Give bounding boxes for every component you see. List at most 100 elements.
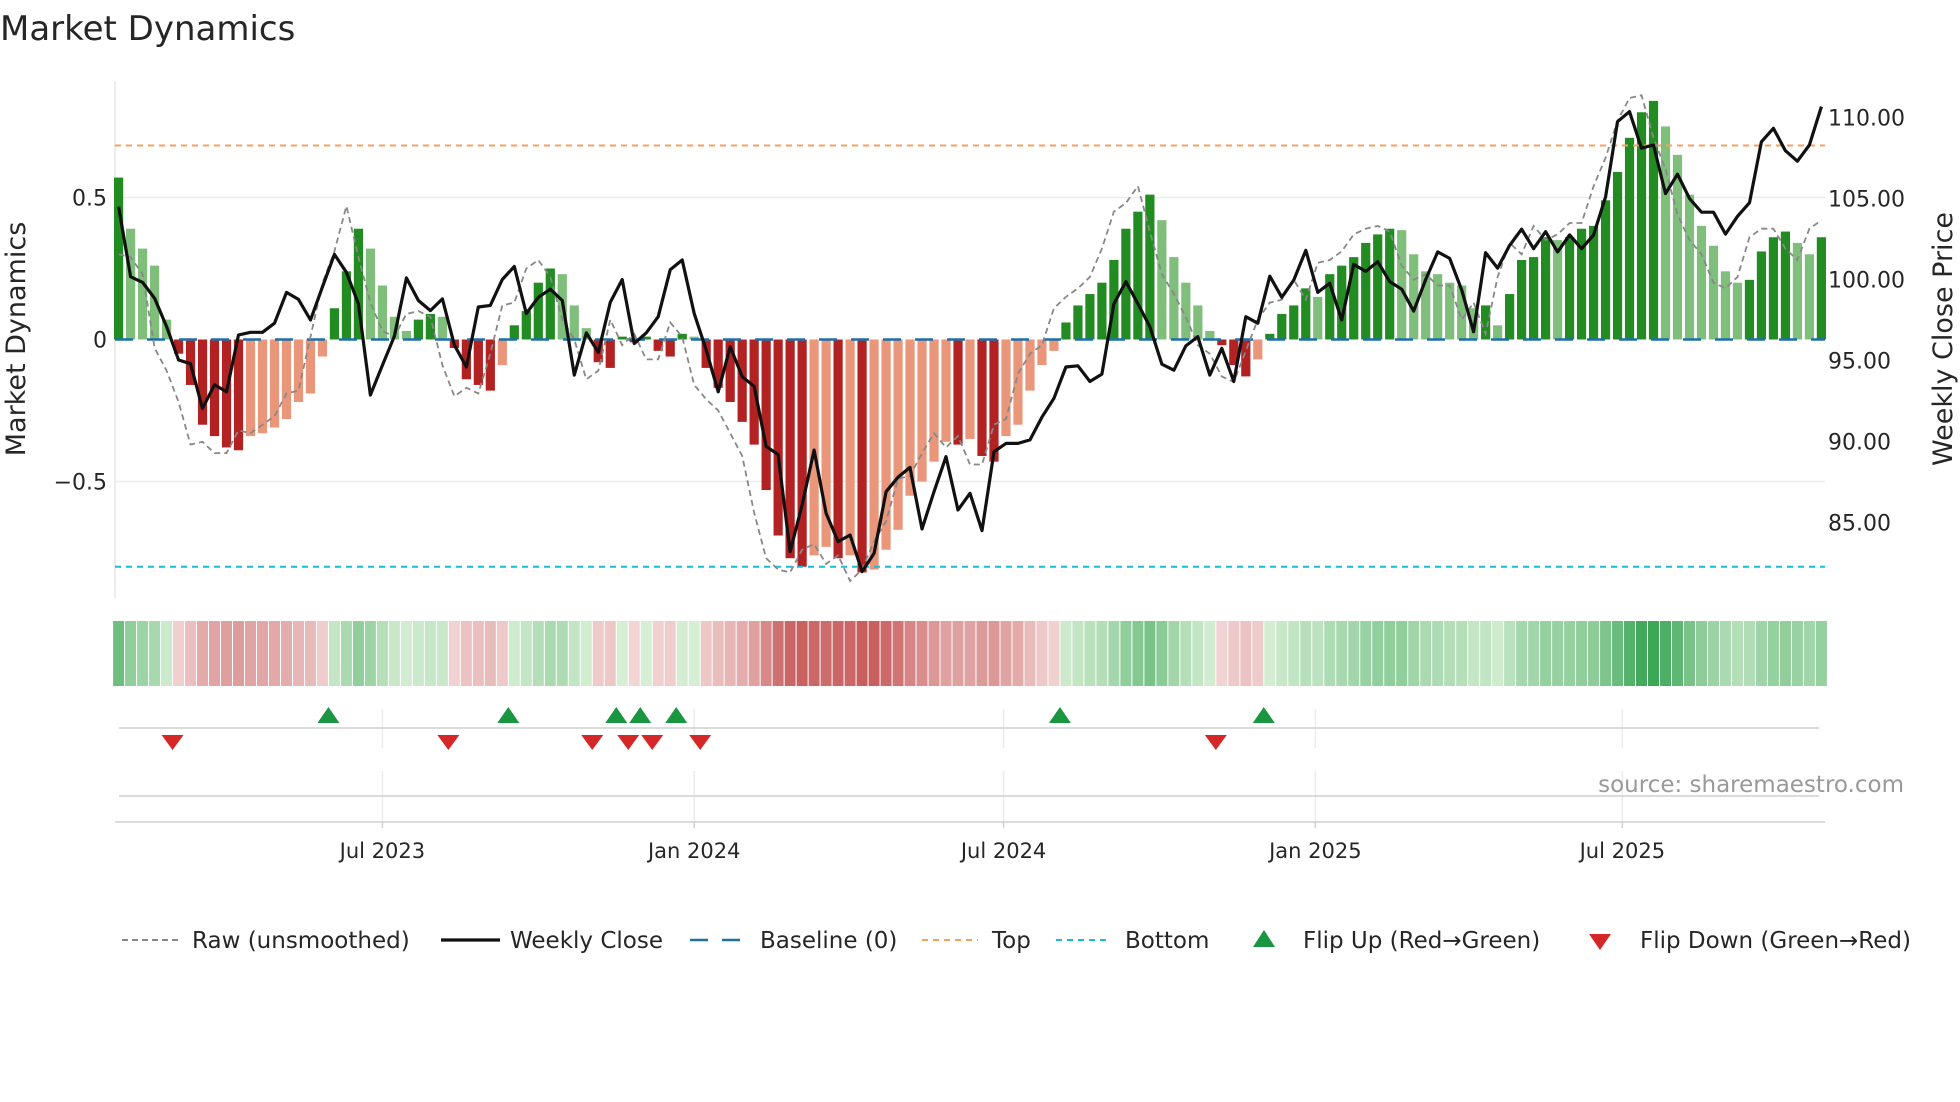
flip-up-marker	[665, 707, 688, 723]
heat-cell	[988, 621, 1000, 686]
heat-cell	[1540, 621, 1552, 686]
bar	[1588, 225, 1599, 340]
bar	[437, 316, 447, 340]
heat-cell	[472, 621, 484, 686]
bar	[665, 339, 675, 357]
legend-item-top[interactable]: Top	[922, 928, 1031, 954]
bar	[341, 271, 352, 340]
legend-item-raw[interactable]: Raw (unsmoothed)	[122, 928, 410, 954]
legend-item-baseline[interactable]: Baseline (0)	[690, 928, 897, 954]
left-tick-label: 0.5	[72, 186, 107, 211]
bar	[1457, 285, 1467, 340]
right-axis-ticks: 110.00 105.00 100.00 95.00 90.00 85.00	[1828, 106, 1905, 536]
bar	[1325, 274, 1335, 340]
heat-cell	[784, 621, 796, 686]
bar	[1253, 339, 1263, 360]
flip-up-marker	[317, 707, 340, 723]
bar	[1001, 339, 1011, 437]
bar	[521, 311, 531, 340]
heat-cell	[484, 621, 496, 686]
heat-cell	[1024, 621, 1036, 686]
flip-down-marker	[1204, 735, 1227, 750]
heat-cell	[1576, 621, 1588, 686]
heat-cell	[1120, 621, 1132, 686]
legend-item-bottom[interactable]: Bottom	[1056, 928, 1209, 954]
flip-down-marker	[581, 735, 604, 750]
bar	[1385, 228, 1395, 340]
bar	[1133, 211, 1143, 340]
bar	[137, 248, 148, 340]
legend-weekly-close-label: Weekly Close	[510, 928, 663, 954]
legend-item-flip-down[interactable]: Flip Down (Green→Red)	[1589, 928, 1911, 954]
heat-cell	[149, 621, 161, 686]
heat-cell	[1168, 621, 1180, 686]
heat-cell	[328, 621, 340, 686]
heat-cell	[221, 621, 233, 686]
bar	[905, 339, 915, 496]
legend-baseline-label: Baseline (0)	[760, 928, 897, 954]
heat-cell	[1108, 621, 1120, 686]
heat-cell	[952, 621, 964, 686]
bar	[473, 339, 483, 385]
heat-cell	[964, 621, 976, 686]
bar	[221, 339, 232, 448]
heat-cell	[676, 621, 688, 686]
legend-flip-up-label: Flip Up (Red→Green)	[1303, 928, 1540, 954]
heat-cell	[137, 621, 149, 686]
bar	[1540, 237, 1551, 340]
bar	[1157, 220, 1167, 340]
bar	[1684, 194, 1695, 340]
bar	[965, 339, 975, 439]
heat-cell	[197, 621, 209, 686]
heat-cell	[113, 621, 125, 686]
legend-item-weekly-close[interactable]: Weekly Close	[441, 928, 663, 954]
heat-cell	[1180, 621, 1192, 686]
heat-cell	[1468, 621, 1480, 686]
legend-top-label: Top	[991, 928, 1031, 954]
bar	[113, 177, 124, 340]
bar	[245, 339, 256, 437]
bar	[785, 339, 795, 559]
heat-cell	[1252, 621, 1264, 686]
heat-cell	[724, 621, 736, 686]
bar	[1756, 251, 1767, 340]
bar	[653, 339, 663, 351]
bar	[1241, 339, 1251, 377]
heat-cell	[796, 621, 808, 686]
bar	[857, 339, 867, 573]
heat-cell	[532, 621, 544, 686]
bar	[1708, 245, 1719, 340]
bar	[689, 336, 699, 340]
legend-raw-label: Raw (unsmoothed)	[192, 928, 410, 954]
heat-cell	[376, 621, 388, 686]
bar	[1373, 234, 1383, 340]
bar	[1397, 230, 1407, 340]
bar	[389, 316, 400, 340]
x-tick-label: Jul 2023	[338, 839, 425, 863]
heat-cell	[1300, 621, 1312, 686]
heat-cell	[760, 621, 772, 686]
heat-cell	[508, 621, 520, 686]
heat-cell	[1815, 621, 1827, 686]
bar	[1301, 288, 1311, 340]
heat-cell	[640, 621, 652, 686]
raw-unsmoothed-line	[118, 94, 1822, 583]
heat-cell	[1731, 621, 1743, 686]
bar	[1672, 154, 1683, 340]
heat-cell	[844, 621, 856, 686]
heat-cell	[1084, 621, 1096, 686]
bar	[1217, 339, 1227, 346]
heat-cell	[748, 621, 760, 686]
heat-cell	[1719, 621, 1731, 686]
bar	[1648, 100, 1659, 340]
x-tick-label: Jan 2024	[646, 839, 741, 863]
bar	[1037, 339, 1047, 366]
bar	[929, 339, 939, 462]
legend-item-flip-up[interactable]: Flip Up (Red→Green)	[1253, 928, 1540, 954]
bar	[737, 339, 747, 422]
heat-cell	[304, 621, 316, 686]
heat-cell	[736, 621, 748, 686]
heat-cell	[1012, 621, 1024, 686]
legend-bottom-label: Bottom	[1125, 928, 1209, 954]
bar	[305, 339, 316, 394]
